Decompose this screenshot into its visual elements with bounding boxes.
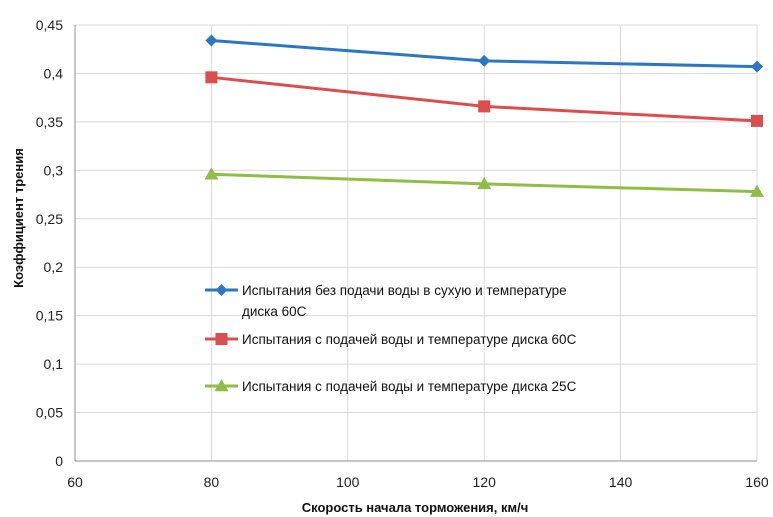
y-tick-labels: 0 0,05 0,1 0,15 0,2 0,25 0,3 0,35 0,4 0,45 [36, 17, 63, 469]
y-tick-label: 0,1 [44, 356, 64, 372]
data-point [204, 167, 219, 180]
legend-label: Испытания с подачей воды и температуре д… [242, 332, 577, 347]
legend-marker [214, 379, 229, 392]
x-tick-label: 60 [67, 474, 83, 490]
data-point [751, 114, 763, 127]
legend-item-1: Испытания без подачи воды в сухую и темп… [205, 283, 567, 319]
x-tick-labels: 60 80 100 120 140 160 [67, 474, 769, 490]
legend-marker [215, 284, 228, 296]
y-tick-label: 0,2 [44, 259, 64, 275]
legend-label: диска 60С [242, 304, 307, 319]
data-point [478, 54, 491, 67]
legend-item-2: Испытания с подачей воды и температуре д… [205, 332, 577, 347]
data-point [205, 71, 218, 84]
x-tick-label: 120 [473, 474, 497, 490]
x-tick-label: 100 [336, 474, 360, 490]
legend-marker [215, 333, 228, 345]
y-tick-label: 0,4 [44, 65, 64, 81]
y-tick-label: 0,15 [36, 308, 63, 324]
y-tick-label: 0,05 [36, 405, 63, 421]
y-tick-label: 0,35 [36, 114, 63, 130]
legend-item-3: Испытания с подачей воды и температуре д… [205, 379, 577, 394]
axes [74, 25, 757, 462]
data-point [750, 184, 764, 197]
x-axis-title: Скорость начала торможения, км/ч [302, 500, 529, 515]
series-layer [204, 34, 764, 197]
data-point [477, 176, 492, 190]
series-2 [205, 71, 763, 127]
x-tick-label: 160 [745, 474, 769, 490]
data-point [205, 34, 218, 47]
legend-label: Испытания без подачи воды в сухую и темп… [242, 283, 567, 298]
y-tick-label: 0,3 [44, 162, 64, 178]
data-point [478, 100, 491, 113]
y-tick-label: 0,45 [36, 17, 63, 33]
x-tick-label: 80 [204, 474, 220, 490]
legend-label: Испытания с подачей воды и температуре д… [242, 379, 577, 394]
series-3 [204, 167, 764, 197]
legend: Испытания без подачи воды в сухую и темп… [205, 283, 577, 394]
series-1 [205, 34, 763, 73]
y-tick-label: 0,25 [36, 211, 63, 227]
data-point [751, 60, 763, 73]
y-axis-title: Коэффициент трения [11, 148, 26, 288]
grid-lines [75, 24, 758, 461]
x-tick-label: 140 [609, 474, 633, 490]
y-tick-label: 0 [55, 453, 63, 469]
